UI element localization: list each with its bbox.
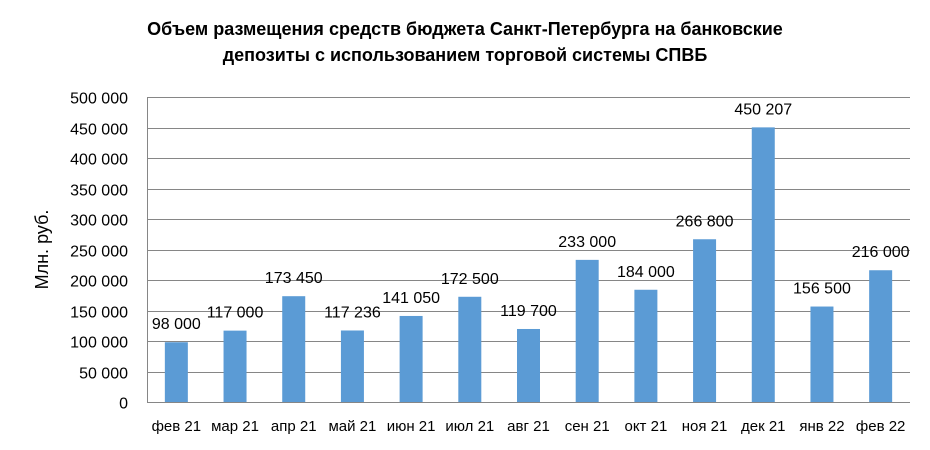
bar bbox=[869, 270, 893, 402]
data-label: 119 700 bbox=[500, 303, 557, 320]
x-tick-label: апр 21 bbox=[271, 418, 317, 435]
chart-title: Объем размещения средств бюджета Санкт-П… bbox=[0, 16, 930, 68]
x-tick-label: май 21 bbox=[328, 418, 376, 435]
x-tick-label: ноя 21 bbox=[682, 418, 728, 435]
data-label: 141 050 bbox=[382, 290, 440, 307]
x-tick-label: окт 21 bbox=[624, 418, 667, 435]
bar bbox=[282, 296, 306, 402]
y-tick-label: 350 000 bbox=[70, 183, 128, 200]
bar bbox=[164, 342, 188, 402]
x-tick-label: фев 21 bbox=[152, 418, 202, 435]
y-tick-label: 200 000 bbox=[70, 274, 128, 291]
data-label: 98 000 bbox=[152, 316, 201, 333]
bar bbox=[810, 306, 834, 402]
data-label: 233 000 bbox=[558, 234, 616, 251]
y-tick-label: 50 000 bbox=[79, 366, 128, 383]
y-tick-label: 0 bbox=[119, 396, 128, 413]
x-tick-label: янв 22 bbox=[799, 418, 844, 435]
data-label: 266 800 bbox=[676, 213, 734, 230]
y-tick-label: 500 000 bbox=[70, 91, 128, 108]
data-label: 117 000 bbox=[207, 305, 264, 322]
bar bbox=[517, 328, 540, 402]
y-tick-label: 400 000 bbox=[70, 152, 128, 169]
bar bbox=[751, 127, 775, 403]
y-tick-label: 100 000 bbox=[70, 335, 128, 352]
x-tick-label: июл 21 bbox=[445, 418, 494, 435]
data-label: 173 450 bbox=[265, 270, 323, 287]
data-label: 117 236 bbox=[324, 304, 381, 321]
data-label: 216 000 bbox=[852, 244, 910, 261]
data-label: 450 207 bbox=[734, 101, 792, 118]
x-tick-label: мар 21 bbox=[211, 418, 259, 435]
bar bbox=[458, 296, 482, 402]
y-tick-label: 300 000 bbox=[70, 213, 128, 230]
bar bbox=[575, 259, 599, 402]
bar bbox=[693, 239, 717, 402]
bar bbox=[634, 289, 658, 402]
x-tick-label: июн 21 bbox=[387, 418, 436, 435]
x-tick-label: авг 21 bbox=[507, 418, 550, 435]
bar bbox=[340, 330, 364, 402]
y-tick-label: 250 000 bbox=[70, 244, 128, 261]
chart-title-line-1: Объем размещения средств бюджета Санкт-П… bbox=[147, 19, 783, 39]
y-tick-label: 450 000 bbox=[70, 122, 128, 139]
chart-title-line-2: депозиты с использованием торговой систе… bbox=[222, 45, 708, 65]
bar bbox=[399, 315, 423, 402]
y-tick-label: 150 000 bbox=[70, 305, 128, 322]
data-label: 156 500 bbox=[793, 281, 851, 298]
x-tick-label: дек 21 bbox=[741, 418, 786, 435]
data-label: 184 000 bbox=[617, 264, 675, 281]
y-axis-label: Млн. руб. bbox=[32, 210, 52, 290]
data-label: 172 500 bbox=[441, 271, 499, 288]
x-tick-label: сен 21 bbox=[565, 418, 610, 435]
x-tick-label: фев 22 bbox=[856, 418, 906, 435]
bar bbox=[223, 330, 247, 402]
